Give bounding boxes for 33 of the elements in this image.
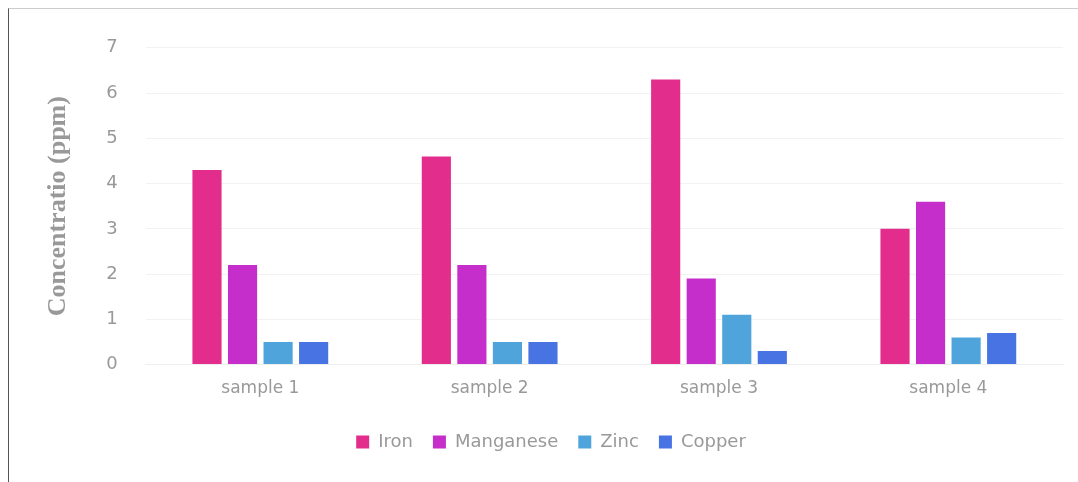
legend-label: Iron: [378, 429, 413, 451]
bar: [686, 278, 716, 365]
bar: [757, 351, 787, 365]
x-tick-label: sample 4: [909, 377, 988, 398]
bar: [263, 341, 293, 365]
y-tick-label: 0: [106, 352, 118, 374]
y-axis-title: Concentratio (ppm): [42, 96, 72, 317]
x-tick-label: sample 1: [221, 377, 300, 398]
bar: [227, 265, 258, 365]
legend-label: Zinc: [600, 429, 639, 451]
bar: [421, 156, 451, 365]
bar: [951, 337, 981, 365]
y-tick-label: 2: [106, 261, 118, 283]
bar: [987, 332, 1017, 365]
y-tick-label: 3: [106, 216, 118, 238]
bar: [880, 228, 910, 365]
legend-label: Copper: [680, 429, 747, 451]
bar: [722, 314, 752, 365]
y-tick-label: 4: [106, 171, 118, 193]
bar: [528, 341, 558, 365]
x-tick-label: sample 3: [679, 377, 759, 398]
y-tick-label: 7: [106, 35, 118, 57]
bar: [492, 341, 523, 365]
bar: [915, 201, 946, 365]
y-tick-label: 5: [106, 125, 118, 147]
bar: [299, 341, 329, 365]
y-tick-label: 1: [106, 307, 118, 329]
legend-label: Manganese: [454, 429, 559, 451]
bar: [457, 265, 487, 365]
x-tick-label: sample 2: [450, 377, 529, 398]
y-tick-label: 6: [106, 80, 118, 102]
bar: [192, 169, 222, 365]
bar: [651, 79, 681, 365]
